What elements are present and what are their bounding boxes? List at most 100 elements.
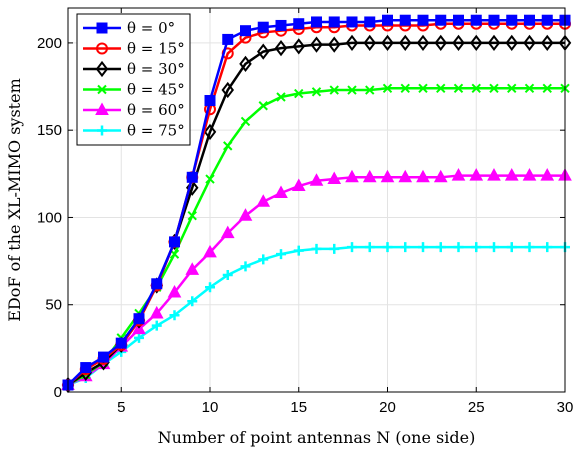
data-point (363, 34, 377, 52)
data-point (187, 296, 198, 307)
data-point (524, 242, 535, 253)
data-point (240, 25, 251, 37)
data-point (221, 81, 235, 99)
y-tick-label: 0 (54, 384, 62, 401)
data-point (469, 34, 483, 52)
data-point (311, 243, 322, 254)
data-point (240, 116, 251, 127)
data-point (151, 278, 163, 290)
data-point (416, 34, 430, 52)
data-point (418, 242, 428, 253)
data-point (524, 14, 535, 26)
data-point (256, 43, 270, 60)
legend-entry: θ = 75° (83, 122, 185, 140)
data-point (276, 249, 286, 260)
data-point (347, 85, 357, 95)
data-point (400, 83, 410, 93)
data-point (418, 83, 428, 93)
data-point (364, 16, 376, 28)
data-point (258, 101, 268, 111)
data-point (256, 194, 271, 207)
data-point (382, 83, 393, 93)
x-tick-label: 5 (117, 399, 125, 416)
data-point (453, 242, 464, 253)
data-point (310, 36, 323, 53)
data-point (220, 225, 235, 239)
data-point (489, 242, 499, 253)
data-point (542, 242, 553, 253)
data-point (505, 34, 519, 52)
legend-entry: θ = 45° (83, 81, 185, 99)
legend-label: θ = 45° (127, 81, 185, 99)
y-tick-label: 150 (37, 122, 62, 139)
data-point (365, 85, 375, 95)
data-point (151, 320, 162, 331)
data-point (381, 34, 394, 52)
series-0 (62, 14, 571, 391)
legend-entry: θ = 0° (83, 19, 175, 37)
series-5 (63, 242, 570, 391)
x-tick-label: 15 (290, 399, 307, 416)
data-point (239, 55, 252, 72)
legend-marker (97, 125, 107, 136)
data-point (471, 242, 482, 253)
legend-label: θ = 75° (127, 122, 185, 140)
legend-label: θ = 0° (127, 19, 175, 37)
data-point (309, 173, 324, 186)
x-axis-label: Number of point antennas N (one side) (158, 428, 476, 447)
data-point (222, 270, 233, 281)
data-point (506, 14, 518, 26)
data-point (382, 14, 393, 26)
data-point (222, 33, 234, 45)
data-point (470, 14, 482, 26)
data-point (311, 16, 322, 28)
data-point (398, 169, 413, 183)
data-point (489, 83, 499, 93)
legend-label: θ = 60° (127, 101, 185, 119)
data-point (187, 211, 197, 221)
legend-entry: θ = 30° (83, 60, 185, 78)
x-tick-label: 10 (202, 399, 219, 416)
data-point (433, 169, 448, 183)
data-point (291, 178, 306, 192)
data-point (487, 168, 501, 181)
data-point (258, 254, 269, 265)
data-point (257, 21, 269, 33)
legend-box (76, 13, 191, 146)
data-point (399, 14, 411, 26)
data-point (398, 34, 412, 52)
data-point (471, 83, 481, 93)
data-point (275, 19, 287, 31)
data-point (345, 34, 359, 52)
legend-marker (95, 60, 109, 78)
data-point (542, 83, 552, 93)
data-point (185, 262, 200, 275)
legend-entry: θ = 60° (83, 101, 185, 119)
data-point (186, 171, 198, 183)
data-point (487, 34, 501, 52)
data-point (524, 83, 535, 93)
legend-entry: θ = 15° (83, 40, 185, 58)
data-point (417, 14, 429, 26)
data-point (311, 87, 322, 97)
legend-marker (96, 42, 108, 55)
data-point (436, 83, 446, 93)
data-point (540, 34, 554, 52)
data-point (435, 14, 447, 26)
data-point (380, 169, 395, 183)
data-point (364, 242, 375, 253)
legend-label: θ = 15° (127, 40, 185, 58)
data-point (453, 14, 464, 26)
data-point (293, 18, 305, 30)
data-point (327, 171, 342, 185)
y-tick-label: 100 (37, 209, 62, 226)
data-point (400, 242, 411, 253)
legend-marker (95, 102, 109, 115)
data-point (276, 92, 286, 102)
y-tick-label: 200 (37, 35, 62, 52)
data-point (80, 362, 92, 374)
data-point (362, 169, 377, 183)
data-point (507, 83, 517, 93)
